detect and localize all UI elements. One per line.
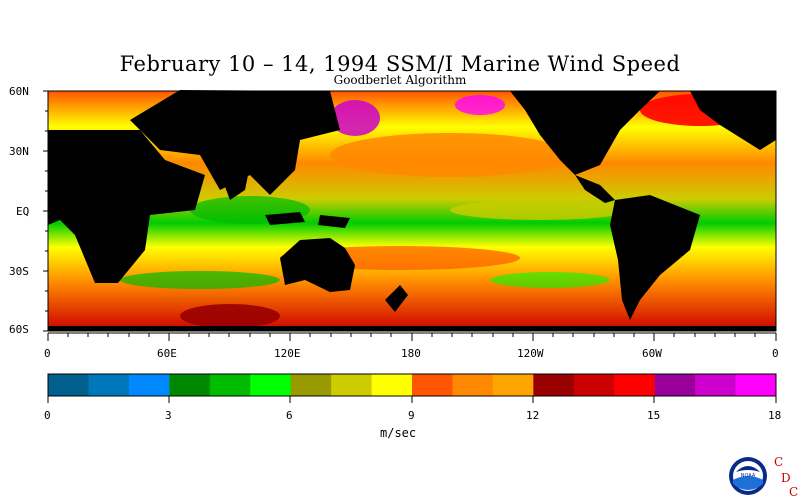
colorbar-segment <box>452 374 494 396</box>
colorbar-segment <box>290 374 332 396</box>
colorbar-tick-label: 6 <box>286 409 293 422</box>
colorbar-segment <box>371 374 413 396</box>
lon-label: 0 <box>772 347 779 360</box>
lon-label: 120E <box>274 347 301 360</box>
colorbar <box>48 374 777 396</box>
colorbar-segment <box>614 374 656 396</box>
lon-label: 60E <box>157 347 177 360</box>
colorbar-segment <box>250 374 292 396</box>
lon-label: 60W <box>642 347 662 360</box>
lat-label: 30N <box>9 145 29 158</box>
land-masses <box>48 90 776 331</box>
lat-label: 30S <box>9 265 29 278</box>
colorbar-segment <box>695 374 737 396</box>
lon-label: 0 <box>44 347 51 360</box>
noaa-logo-text: NOAA <box>741 473 756 479</box>
map-subtitle: Goodberlet Algorithm <box>333 73 467 87</box>
logo-letter: C <box>774 455 783 469</box>
longitude-axis <box>47 332 777 341</box>
colorbar-segment <box>88 374 130 396</box>
colorbar-segment <box>735 374 777 396</box>
logo-letter: D <box>781 471 791 485</box>
colorbar-tick-label: 12 <box>526 409 540 422</box>
noaa-cdc-logo: NOAA C D C <box>728 452 798 498</box>
latitude-ticks <box>43 90 48 332</box>
map-title: February 10 – 14, 1994 SSM/I Marine Wind… <box>119 52 681 76</box>
colorbar-tick-label: 15 <box>647 409 661 422</box>
colorbar-segment <box>412 374 453 396</box>
colorbar-segment <box>492 374 534 396</box>
colorbar-segment <box>533 374 575 396</box>
colorbar-segment <box>128 374 170 396</box>
colorbar-unit: m/sec <box>380 426 417 440</box>
lat-label: 60N <box>9 85 29 98</box>
colorbar-tick-label: 3 <box>165 409 172 422</box>
colorbar-tick-label: 9 <box>408 409 415 422</box>
colorbar-tick-label: 0 <box>44 409 51 422</box>
lat-label: EQ <box>16 205 30 218</box>
lon-label: 120W <box>517 347 544 360</box>
colorbar-tick-label: 18 <box>768 409 782 422</box>
colorbar-segment <box>169 374 211 396</box>
lon-label: 180 <box>401 347 421 360</box>
logo-letter: C <box>789 485 798 498</box>
colorbar-segment <box>573 374 615 396</box>
colorbar-ticks <box>47 396 777 403</box>
colorbar-segment <box>209 374 251 396</box>
colorbar-segment <box>48 374 89 396</box>
lat-label: 60S <box>9 323 29 336</box>
colorbar-segment <box>331 374 373 396</box>
colorbar-segment <box>654 374 696 396</box>
